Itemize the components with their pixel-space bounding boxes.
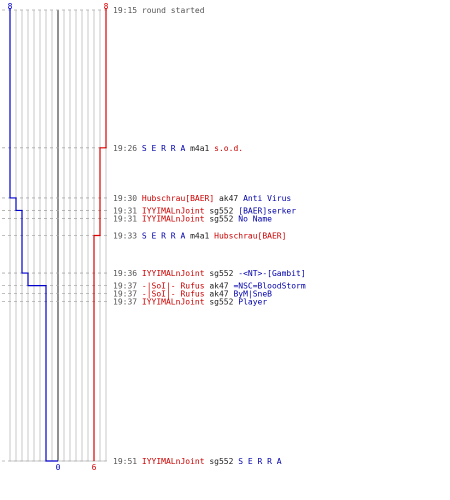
event-time: 19:37 [113, 282, 142, 291]
blue-start-count: 8 [8, 2, 13, 11]
event-target: [BAER]serker [238, 206, 296, 215]
event-target: s.o.d. [214, 144, 243, 153]
event-target: S E R R A [238, 457, 282, 466]
event-actor: Hubschrau[BAER] [142, 194, 219, 203]
event-target: Anti Virus [243, 194, 291, 203]
event-time: 19:15 [113, 6, 142, 15]
event-weapon: ak47 [209, 290, 233, 299]
red-end-count: 6 [92, 463, 97, 472]
red-team-line [93, 8, 107, 461]
event-time: 19:26 [113, 144, 142, 153]
event-row: 19:31 IYYIMALnJoint sg552 [BAER]serker [113, 206, 296, 215]
event-actor: S E R R A [142, 232, 190, 241]
event-row: 19:30 Hubschrau[BAER] ak47 Anti Virus [113, 194, 291, 203]
event-actor: -|SoI|- Rufus [142, 290, 209, 299]
event-target: Player [238, 298, 267, 307]
event-actor: S E R R A [142, 144, 190, 153]
event-target: ByM|SneB [233, 290, 272, 299]
event-weapon: m4a1 [190, 144, 214, 153]
event-time: 19:36 [113, 269, 142, 278]
event-row: 19:37 IYYIMALnJoint sg552 Player [113, 298, 267, 307]
event-row: 19:31 IYYIMALnJoint sg552 No Name [113, 214, 272, 223]
event-time: 19:31 [113, 214, 142, 223]
event-time: 19:33 [113, 232, 142, 241]
series-lines [9, 8, 107, 462]
event-row: 19:33 S E R R A m4a1 Hubschrau[BAER] [113, 232, 286, 241]
count-labels: 8 0 8 6 [8, 2, 109, 472]
event-row: 19:51 IYYIMALnJoint sg552 S E R R A [113, 457, 282, 466]
event-row: 19:26 S E R R A m4a1 s.o.d. [113, 144, 243, 153]
event-weapon: sg552 [209, 457, 238, 466]
event-actor: -|SoI|- Rufus [142, 282, 209, 291]
event-actor: IYYIMALnJoint [142, 269, 209, 278]
event-time: 19:51 [113, 457, 142, 466]
blue-end-count: 0 [56, 463, 61, 472]
event-guides [2, 9, 110, 462]
event-weapon: ak47 [209, 282, 233, 291]
event-actor: IYYIMALnJoint [142, 457, 209, 466]
event-time: 19:37 [113, 290, 142, 299]
event-weapon: m4a1 [190, 232, 214, 241]
event-actor: IYYIMALnJoint [142, 214, 209, 223]
blue-team-line [9, 8, 58, 462]
event-row: 19:37 -|SoI|- Rufus ak47 =NSC=BloodStorm [113, 282, 306, 291]
event-time: 19:31 [113, 206, 142, 215]
event-row: 19:37 -|SoI|- Rufus ak47 ByM|SneB [113, 290, 272, 299]
event-row: 19:15 round started [113, 6, 205, 15]
event-target: No Name [238, 214, 272, 223]
event-actor: IYYIMALnJoint [142, 206, 209, 215]
event-log: 19:15 round started 19:26 S E R R A m4a1 … [113, 6, 306, 466]
event-weapon: sg552 [209, 214, 238, 223]
red-start-count: 8 [104, 2, 109, 11]
event-weapon: sg552 [209, 298, 238, 307]
event-target: -<NT>-[Gambit] [238, 269, 305, 278]
event-actor: IYYIMALnJoint [142, 298, 209, 307]
event-actor: round started [142, 6, 205, 15]
event-row: 19:36 IYYIMALnJoint sg552 -<NT>-[Gambit] [113, 269, 306, 278]
event-weapon: sg552 [209, 269, 238, 278]
event-time: 19:37 [113, 298, 142, 307]
event-target: Hubschrau[BAER] [214, 232, 286, 241]
event-weapon: sg552 [209, 206, 238, 215]
event-time: 19:30 [113, 194, 142, 203]
event-weapon: ak47 [219, 194, 243, 203]
event-target: =NSC=BloodStorm [233, 282, 305, 291]
